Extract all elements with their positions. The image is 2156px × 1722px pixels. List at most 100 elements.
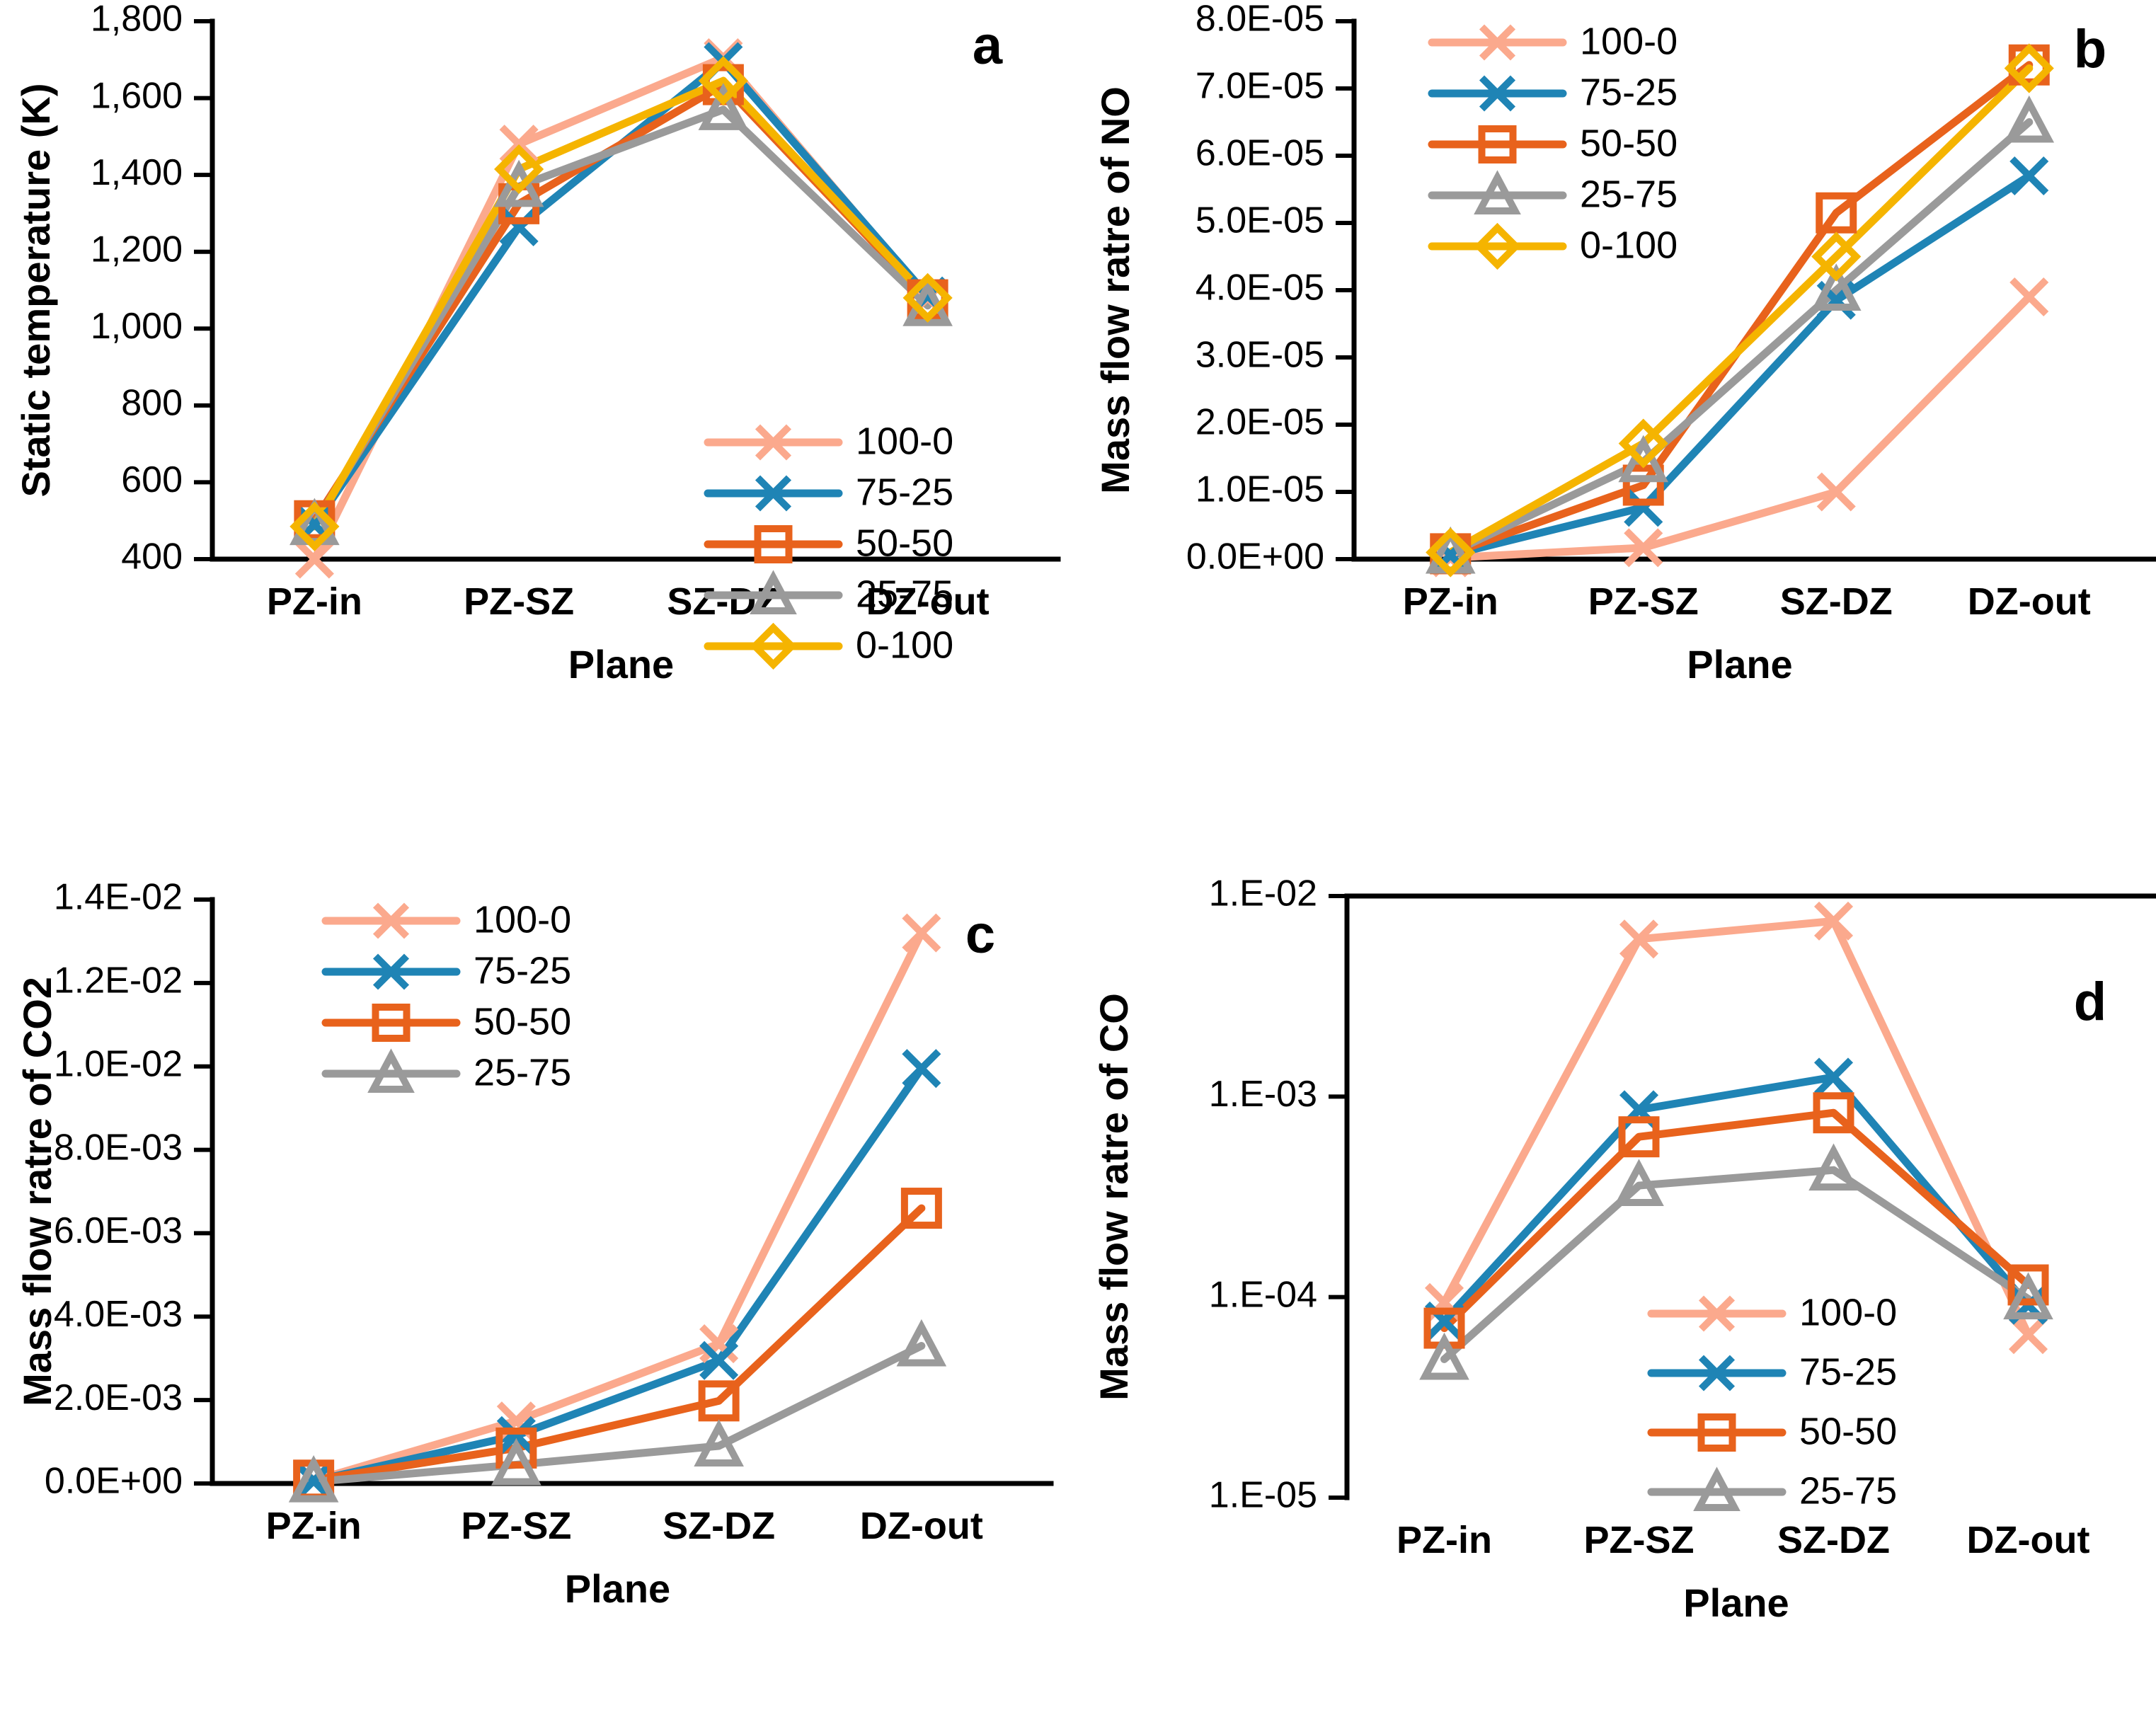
panel-a: 400 600 800 1,000 1,200 1,400 1,600 1,800 PZ-in P…	[0, 0, 1078, 861]
legend-label-25-75[interactable]: 25-75	[1580, 173, 1678, 215]
legend-c: 100-0 75-25 50-50 25-75	[321, 898, 571, 1094]
x-category-label: PZ-in	[266, 1505, 362, 1547]
series-line-0-100	[310, 76, 932, 531]
legend-label-25-75[interactable]: 25-75	[856, 573, 953, 615]
series-markers-75-25	[294, 1049, 941, 1500]
panel-letter: b	[2074, 19, 2106, 79]
y-tick-label: 800	[121, 383, 183, 424]
legend-label-75-25[interactable]: 75-25	[1799, 1350, 1897, 1393]
legend-label-75-25[interactable]: 75-25	[856, 471, 953, 513]
x-category-label: PZ-SZ	[1588, 580, 1699, 623]
legend-label-100-0[interactable]: 100-0	[1799, 1291, 1897, 1333]
series-markers-25-75	[288, 1319, 947, 1503]
y-tick-label: 400	[121, 536, 183, 578]
panel-letter: c	[965, 905, 995, 965]
series-markers-100-0	[294, 913, 941, 1500]
legend-label-50-50[interactable]: 50-50	[1580, 122, 1678, 164]
series-markers-25-75	[1419, 1143, 2053, 1380]
x-category-label: PZ-in	[1403, 580, 1498, 623]
y-tick-label: 1.0E-05	[1195, 469, 1324, 510]
series-markers-50-50	[294, 64, 948, 541]
series-line-25-75	[310, 105, 932, 529]
legend-swatch-marker-100-0	[755, 424, 792, 461]
legend-swatch-marker-75-25	[755, 475, 792, 512]
legend-label-0-100[interactable]: 0-100	[856, 624, 953, 666]
legend-swatch-marker-0-100	[1474, 222, 1521, 270]
series-markers-50-50	[293, 1188, 942, 1501]
legend-label-50-50[interactable]: 50-50	[474, 1000, 571, 1043]
y-tick-label: 8.0E-05	[1195, 0, 1324, 40]
chart-d: 1.E-05 1.E-04 1.E-03 1.E-02 PZ-in PZ-SZ SZ-DZ D…	[1091, 873, 2156, 1625]
y-axis-title: Mass flow ratre of CO	[1091, 993, 1136, 1401]
legend-swatch-marker-50-50	[372, 1004, 411, 1042]
y-tick-label: 2.0E-05	[1195, 402, 1324, 443]
panel-d: 1.E-05 1.E-04 1.E-03 1.E-02 PZ-in PZ-SZ SZ-DZ D…	[1078, 861, 2156, 1722]
series-markers-75-25	[294, 42, 948, 544]
x-category-label: DZ-out	[860, 1505, 983, 1547]
y-tick-label: 1.E-05	[1209, 1475, 1317, 1516]
y-tick-label: 5.0E-05	[1195, 200, 1324, 241]
panel-b: 0.0E+00 1.0E-05 2.0E-05 3.0E-05 4.0E-05 5.0E-…	[1078, 0, 2156, 861]
series-line-75-25	[309, 1064, 926, 1485]
x-axis-title: Plane	[1687, 642, 1792, 687]
legend-swatch-marker-0-100	[750, 622, 797, 670]
legend-swatch-marker-100-0	[1479, 24, 1516, 61]
y-axis-title: Mass flow ratre of CO2	[15, 977, 59, 1406]
panel-c: 0.0E+00 2.0E-03 4.0E-03 6.0E-03 8.0E-03 1.0E-…	[0, 861, 1078, 1722]
x-category-label: DZ-out	[1968, 580, 2091, 623]
series-line-50-50	[1446, 61, 2034, 558]
legend-swatch-marker-50-50	[1478, 125, 1517, 163]
legend-label-75-25[interactable]: 75-25	[474, 949, 571, 992]
legend-swatch-marker-50-50	[1697, 1413, 1736, 1452]
y-tick-label: 1,000	[91, 306, 183, 347]
y-tick-label: 600	[121, 459, 183, 500]
legend-swatch-marker-50-50	[754, 525, 793, 563]
y-tick-label: 1,600	[91, 75, 183, 116]
legend-label-0-100[interactable]: 0-100	[1580, 224, 1678, 266]
y-tick-label: 1.E-03	[1209, 1074, 1317, 1115]
chart-a: 400 600 800 1,000 1,200 1,400 1,600 1,800 PZ-in P…	[13, 0, 1061, 687]
series-markers-0-100	[1426, 43, 2054, 578]
legend-b: 100-0 75-25 50-50 25-75 0-100	[1428, 20, 1678, 270]
chart-b: 0.0E+00 1.0E-05 2.0E-05 3.0E-05 4.0E-05 5.0E-…	[1093, 0, 2156, 687]
series-line-100-0	[309, 929, 926, 1485]
y-tick-label: 4.0E-05	[1195, 268, 1324, 309]
legend-d: 100-0 75-25 50-50 25-75	[1647, 1291, 1897, 1512]
legend-swatch-marker-100-0	[1698, 1295, 1736, 1332]
series-line-75-25	[1440, 1073, 2032, 1325]
series-line-0-100	[1446, 64, 2034, 556]
x-category-label: PZ-SZ	[464, 580, 574, 623]
series-line-100-0	[1440, 917, 2032, 1339]
series-line-25-75	[309, 1342, 926, 1486]
x-category-label: PZ-in	[1397, 1519, 1492, 1561]
legend-label-75-25[interactable]: 75-25	[1580, 71, 1678, 113]
panel-letter: a	[973, 16, 1003, 76]
legend-swatch-marker-25-75	[367, 1048, 415, 1093]
legend-label-50-50[interactable]: 50-50	[1799, 1410, 1897, 1452]
x-category-label: DZ-out	[866, 580, 990, 623]
y-tick-label: 1,400	[91, 152, 183, 193]
series-line-25-75	[1440, 1166, 2032, 1363]
legend-label-100-0[interactable]: 100-0	[1580, 20, 1678, 62]
legend-swatch-marker-75-25	[1698, 1355, 1736, 1391]
series-markers-0-100	[289, 56, 953, 551]
legend-swatch-marker-25-75	[750, 570, 797, 614]
legend-label-100-0[interactable]: 100-0	[856, 420, 953, 462]
legend-label-50-50[interactable]: 50-50	[856, 522, 953, 564]
legend-swatch-marker-25-75	[1693, 1466, 1741, 1511]
legend-swatch-marker-75-25	[372, 953, 410, 990]
x-axis-title: Plane	[568, 642, 674, 687]
legend-label-25-75[interactable]: 25-75	[1799, 1469, 1897, 1512]
series-markers-100-0	[1424, 901, 2048, 1355]
legend-swatch-marker-100-0	[372, 902, 410, 939]
y-tick-label: 7.0E-05	[1195, 66, 1324, 107]
series-line-100-0	[1446, 293, 2034, 562]
legend-label-25-75[interactable]: 25-75	[474, 1051, 571, 1094]
legend-label-100-0[interactable]: 100-0	[474, 898, 571, 941]
y-tick-label: 1.E-04	[1209, 1274, 1317, 1315]
chart-c: 0.0E+00 2.0E-03 4.0E-03 6.0E-03 8.0E-03 1.0E-…	[15, 877, 1054, 1611]
series-line-75-25	[310, 57, 932, 529]
x-category-label: PZ-SZ	[461, 1505, 571, 1547]
x-axis-title: Plane	[1683, 1580, 1789, 1625]
y-axis-title: Static temperature (K)	[13, 83, 58, 497]
